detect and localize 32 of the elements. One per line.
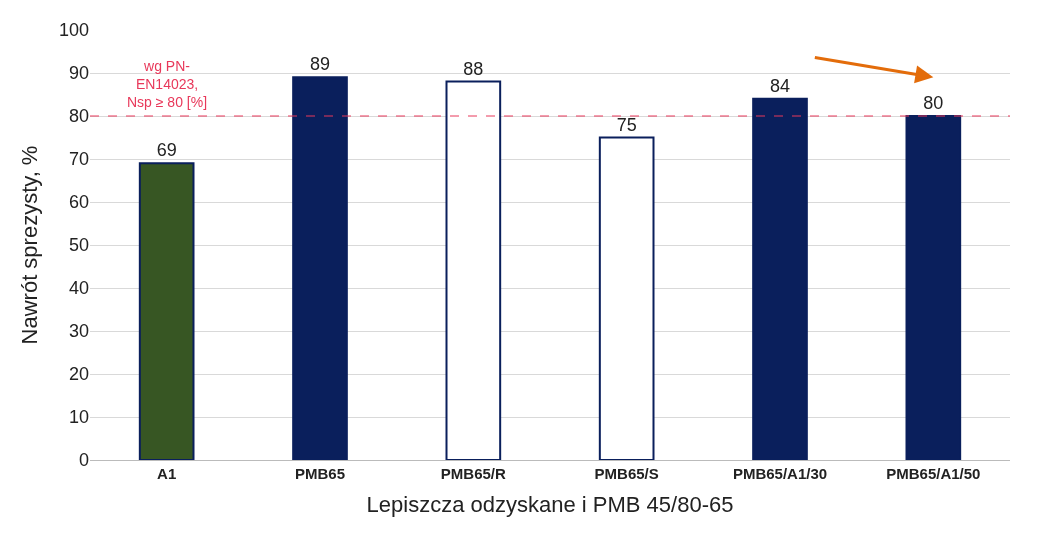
- bar: [905, 115, 962, 460]
- x-tick-label: PMB65/S: [594, 465, 659, 482]
- x-tick-label: PMB65/A1/50: [886, 465, 981, 482]
- y-tick-label: 40: [68, 278, 89, 299]
- y-tick-label: 90: [68, 63, 89, 84]
- y-tick-label: 20: [68, 364, 89, 385]
- y-tick-label: 80: [68, 106, 89, 127]
- bar: [445, 80, 502, 460]
- x-axis-title: Lepiszcza odzyskane i PMB 45/80-65: [366, 491, 734, 517]
- y-tick-label: 60: [68, 192, 89, 213]
- ref-line-label: wg PN- EN14023, Nsp ≥ 80 [%]: [127, 58, 208, 111]
- y-axis-title: Nawrót sprezysty, %: [16, 145, 42, 345]
- y-tick-label: 100: [58, 20, 89, 41]
- x-tick-label: A1: [157, 465, 177, 482]
- x-tick-label: PMB65: [294, 465, 346, 482]
- data-label: 80: [923, 93, 944, 113]
- data-label: 88: [463, 58, 484, 79]
- y-tick-label: 50: [68, 235, 89, 256]
- y-tick-label: 30: [68, 321, 89, 342]
- data-label: 75: [616, 114, 637, 135]
- bar: [752, 97, 808, 460]
- data-label: 84: [769, 75, 791, 96]
- bar: [292, 76, 348, 460]
- x-tick-label: PMB65/A1/30: [732, 465, 828, 482]
- data-label: 89: [309, 54, 331, 75]
- x-tick-label: PMB65/R: [440, 465, 506, 482]
- y-tick-label: 70: [68, 149, 89, 170]
- bar: [598, 136, 655, 460]
- y-tick-label: 0: [78, 450, 89, 471]
- bar: [138, 162, 195, 460]
- data-label: 69: [156, 140, 177, 161]
- y-tick-label: 10: [68, 407, 89, 428]
